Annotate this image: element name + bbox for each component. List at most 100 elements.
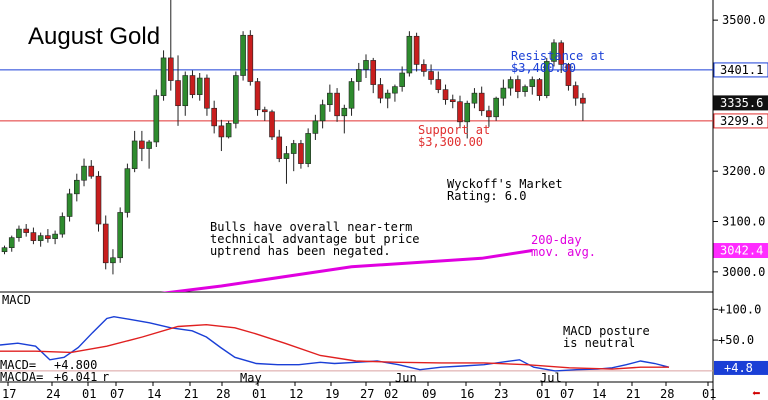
- support-label-line2: $3,300.00: [418, 135, 483, 149]
- y-tick-label: 3000.0: [722, 265, 765, 279]
- x-tick-label: 23: [494, 387, 508, 400]
- candle: [522, 84, 528, 97]
- candle: [370, 57, 377, 94]
- x-tick-label: 14: [147, 387, 161, 400]
- candle: [457, 95, 463, 127]
- candle: [334, 88, 340, 122]
- candle: [572, 81, 579, 106]
- candle: [81, 158, 87, 187]
- candle: [543, 57, 550, 99]
- candle: [269, 109, 275, 140]
- price-tag-magenta: 3042.4: [713, 243, 768, 259]
- candle: [196, 73, 203, 101]
- macda-line: [0, 323, 669, 370]
- month-label: Jun: [395, 371, 417, 385]
- candle: [558, 40, 565, 73]
- month-label: Jul: [540, 371, 562, 385]
- candle: [37, 232, 44, 247]
- candle: [471, 88, 478, 109]
- x-tick-label: 01: [536, 387, 550, 400]
- x-tick-label: 02: [384, 387, 398, 400]
- candle: [124, 163, 131, 218]
- candle: [23, 224, 29, 237]
- svg-text:3042.4: 3042.4: [720, 244, 763, 258]
- candle: [254, 78, 261, 116]
- candle: [551, 39, 557, 67]
- x-tick-label: 27: [360, 387, 374, 400]
- candle: [478, 86, 485, 116]
- macd-y-tick-label: +100.0: [718, 302, 761, 316]
- candle: [413, 32, 420, 72]
- macd-posture-line1: MACD posture: [563, 324, 650, 338]
- candle: [442, 84, 449, 105]
- candle: [435, 71, 442, 94]
- price-tag-blue: 3401.1: [713, 62, 768, 78]
- candle: [16, 225, 22, 242]
- svg-text:+4.8: +4.8: [724, 361, 753, 375]
- candle: [406, 31, 413, 77]
- candle: [8, 235, 15, 252]
- x-tick-label: 07: [560, 387, 574, 400]
- back-arrow-icon[interactable]: ⬅: [752, 386, 760, 400]
- candle: [1, 245, 8, 255]
- candle: [102, 215, 109, 270]
- candle: [536, 78, 543, 101]
- ma-label-line2: mov. avg.: [531, 245, 596, 259]
- candle: [160, 50, 167, 101]
- candle: [486, 105, 492, 127]
- bulls-note-line3: uptrend has been negated.: [210, 244, 391, 258]
- y-tick-label: 3100.0: [722, 215, 765, 229]
- candle: [45, 229, 51, 243]
- resistance-label-line2: $3,400.00: [511, 61, 576, 75]
- macda-legend-value: +6.041: [54, 370, 97, 384]
- macd-title: MACD: [2, 293, 31, 307]
- bulls-note-line1: Bulls have overall near-term: [210, 220, 412, 234]
- x-tick-label: 16: [460, 387, 474, 400]
- candle: [211, 100, 217, 134]
- candle: [74, 173, 80, 202]
- price-tag-black: 3335.6: [713, 95, 768, 111]
- candle: [298, 139, 304, 169]
- candle: [319, 99, 326, 129]
- candle: [507, 76, 514, 96]
- candle: [88, 160, 95, 179]
- svg-text:3401.1: 3401.1: [720, 63, 763, 77]
- candle: [240, 31, 246, 81]
- candle: [565, 62, 572, 91]
- ma-label-line1: 200-day: [531, 233, 582, 247]
- candle: [225, 120, 232, 139]
- partial-month-label: r: [102, 370, 109, 384]
- candle: [500, 79, 507, 106]
- candle: [384, 89, 391, 109]
- svg-text:3299.8: 3299.8: [720, 114, 763, 128]
- candle: [189, 70, 196, 99]
- candle: [348, 78, 355, 116]
- macd-value-tag: +4.8: [714, 360, 768, 375]
- x-tick-label: 01: [82, 387, 96, 400]
- candle: [66, 188, 73, 222]
- candle: [392, 84, 398, 102]
- candle: [377, 78, 384, 104]
- macd-posture-line2: is neutral: [563, 336, 635, 350]
- candle: [493, 96, 499, 121]
- candle: [233, 71, 239, 129]
- price-tag-red: 3299.8: [713, 113, 768, 129]
- x-tick-label: 19: [325, 387, 339, 400]
- candle: [283, 146, 290, 184]
- candle: [399, 66, 405, 92]
- x-tick-label: 01: [252, 387, 266, 400]
- chart-title: August Gold: [28, 23, 160, 50]
- x-tick-label: 21: [626, 387, 640, 400]
- ma200-line: [160, 249, 533, 292]
- candle: [146, 139, 152, 169]
- support-label-line1: Support at: [418, 123, 490, 137]
- candle: [110, 249, 116, 275]
- candle: [117, 207, 123, 263]
- candle: [131, 130, 138, 173]
- macd-legend-value: +4.800: [54, 358, 97, 372]
- macd-legend-label: MACD=: [0, 358, 36, 372]
- candle: [421, 59, 427, 77]
- y-tick-label: 3500.0: [722, 13, 765, 27]
- candle: [153, 89, 160, 148]
- candle: [276, 129, 283, 163]
